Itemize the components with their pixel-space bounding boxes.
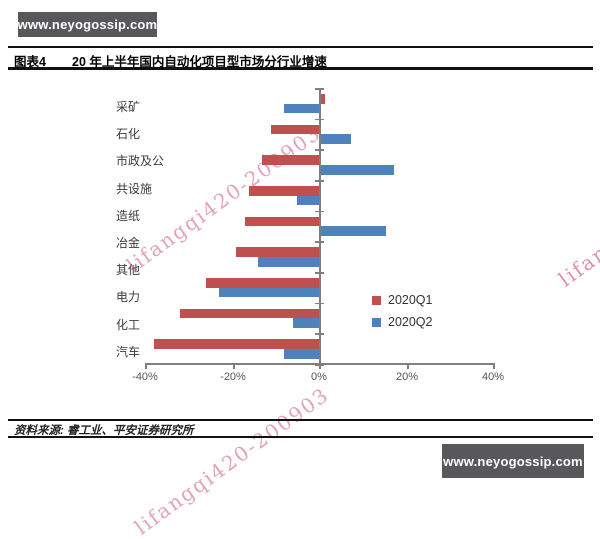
bar-2020Q2-采矿 [284, 103, 319, 114]
category-label-5: 冶金 [116, 236, 141, 250]
category-label-0: 采矿 [116, 100, 141, 114]
watermark-badge-bottom: www.neyogossip.com [442, 444, 584, 478]
bar-2020Q1-市政及公共设施 [262, 155, 319, 165]
figure-label: 图表4 [14, 55, 46, 69]
bar-chart: 2020Q1 2020Q2 -40% -20% 0% 20% 40% 采矿石化市政及公共设… [116, 88, 505, 383]
x-axis-tick [407, 363, 409, 369]
category-axis-tick [315, 118, 324, 121]
x-tick-label-2: 0% [311, 371, 327, 383]
legend-swatch-2020q2 [372, 317, 381, 327]
footer-top-rule [8, 419, 593, 421]
bar-2020Q2-其他 [258, 257, 319, 267]
category-label-1: 石化 [116, 127, 141, 142]
bar-2020Q2-汽车 [284, 349, 319, 359]
legend-swatch-2020q1 [372, 295, 381, 305]
figure-title: 20 年上半年国内自动化项目型市场分行业增速 [72, 55, 327, 69]
category-label-4: 造纸 [116, 208, 141, 223]
x-tick-label-0: -40% [132, 371, 158, 383]
bar-2020Q1-电力 [205, 278, 319, 288]
bar-2020Q2-电力 [218, 287, 319, 298]
category-label-9: 汽车 [116, 344, 141, 359]
bar-2020Q1-造纸 [249, 186, 319, 196]
category-axis-tick [315, 149, 324, 151]
bar-2020Q1-化工 [179, 308, 319, 319]
x-tick-label-1: -20% [220, 371, 246, 383]
x-axis-tick [145, 363, 147, 369]
legend-item-2020q2: 2020Q2 [372, 315, 432, 329]
header-top-rule [8, 46, 593, 48]
footer-bottom-rule [8, 436, 593, 438]
x-axis-tick [233, 363, 235, 369]
legend-label-2020q1: 2020Q1 [388, 293, 433, 307]
chart-legend: 2020Q1 2020Q2 [372, 293, 432, 329]
x-axis-tick [493, 363, 495, 369]
bar-2020Q2-化工 [292, 318, 319, 328]
legend-item-2020q1: 2020Q1 [372, 293, 432, 307]
category-label-8: 化工 [116, 317, 141, 332]
category-axis-tick [315, 180, 324, 182]
category-axis-tick [315, 272, 324, 274]
bar-2020Q1-采矿 [320, 94, 325, 104]
bar-2020Q1-冶金 [245, 216, 319, 227]
source-line: 资料来源: 睿工业、平安证券研究所 [14, 425, 194, 437]
bar-2020Q2-石化 [320, 134, 351, 144]
category-axis-tick [315, 241, 324, 243]
category-label-3: 共设施 [116, 181, 153, 196]
header-bottom-rule [8, 67, 593, 70]
category-axis-tick [315, 302, 324, 305]
category-label-7: 电力 [116, 290, 141, 305]
bar-2020Q1-其他 [236, 247, 319, 257]
category-axis-line [319, 88, 321, 364]
x-tick-label-4: 40% [481, 371, 505, 383]
category-label-2: 市政及公 [116, 154, 165, 169]
category-axis-tick [315, 333, 324, 335]
bar-2020Q2-冶金 [320, 226, 386, 236]
bar-2020Q1-汽车 [153, 339, 319, 349]
category-axis-tick [315, 88, 324, 90]
x-tick-label-3: 20% [395, 371, 419, 383]
x-axis-tick [319, 363, 321, 369]
bar-2020Q1-石化 [271, 124, 319, 135]
category-label-6: 其他 [116, 263, 141, 278]
bar-2020Q2-造纸 [297, 195, 319, 206]
bar-2020Q2-市政及公共设施 [320, 165, 395, 175]
watermark-badge-top: www.neyogossip.com [18, 12, 157, 37]
category-axis-tick [315, 210, 324, 213]
legend-label-2020q2: 2020Q2 [388, 315, 433, 329]
